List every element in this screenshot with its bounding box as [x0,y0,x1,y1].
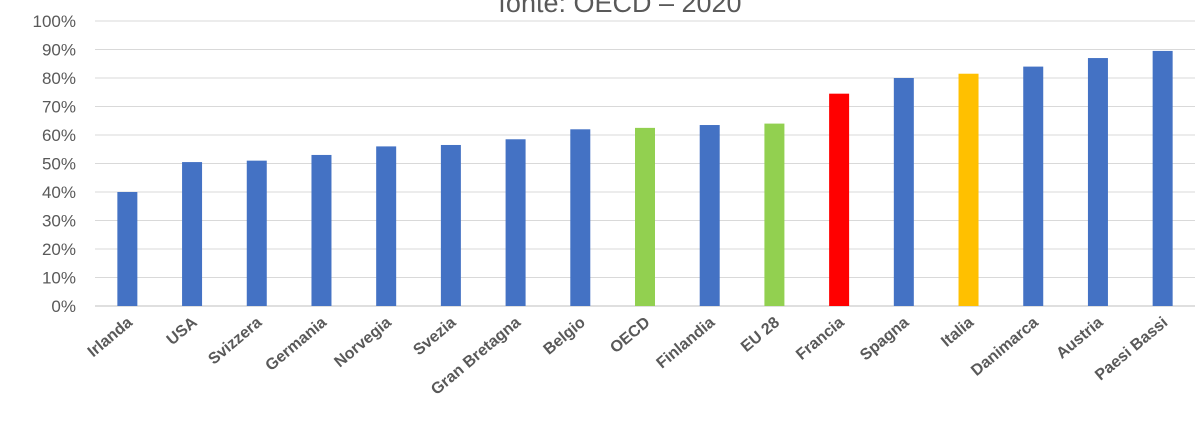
x-tick-label: OECD [607,314,653,357]
bar-danimarca [1023,66,1044,306]
x-tick-label: Svezia [410,314,459,359]
y-tick-label: 0% [51,297,76,316]
y-tick-label: 50% [42,155,76,174]
y-tick-label: 100% [33,12,76,31]
x-tick-label: Belgio [540,314,589,359]
bar-paesi-bassi [1152,50,1173,306]
bar-norvegia [376,146,397,306]
y-tick-label: 40% [42,183,76,202]
bar-francia [829,93,850,306]
y-tick-label: 90% [42,41,76,60]
bar-svizzera [246,160,267,306]
y-tick-label: 10% [42,269,76,288]
y-tick-label: 70% [42,98,76,117]
x-tick-label: USA [164,314,201,349]
bar-italia [958,73,979,306]
bar-finlandia [699,125,720,307]
x-tick-label: Spagna [857,314,912,364]
bars [117,50,1173,307]
x-tick-label: Italia [938,314,977,351]
x-tick-label: Francia [793,314,848,364]
bar-oecd [635,127,655,306]
bar-spagna [893,78,914,306]
x-tick-label: Germania [263,314,331,375]
bar-belgio [570,129,591,306]
bar-usa [182,162,203,306]
bar-irlanda [117,192,138,306]
bar-austria [1087,58,1108,306]
x-tick-label: Svizzera [205,314,265,368]
y-axis-ticks: 0% 10% 20% 30% 40% 50% 60% 70% 80% 90% 100% [33,12,76,316]
x-tick-label: EU 28 [738,314,783,356]
chart-title: fonte: OECD – 2020 [498,0,741,18]
bar-svezia [440,144,461,306]
x-tick-label: Irlanda [85,314,136,361]
x-tick-label: Austria [1053,314,1106,363]
y-tick-label: 30% [42,212,76,231]
x-tick-label: Finlandia [654,314,719,372]
x-tick-label: Danimarca [968,314,1042,380]
bar-gran-bretagna [505,139,526,306]
y-tick-label: 60% [42,126,76,145]
y-tick-label: 20% [42,240,76,259]
x-tick-label: Norvegia [331,314,394,371]
bar-germania [311,154,332,306]
y-tick-label: 80% [42,69,76,88]
bar-eu-28 [764,123,785,306]
